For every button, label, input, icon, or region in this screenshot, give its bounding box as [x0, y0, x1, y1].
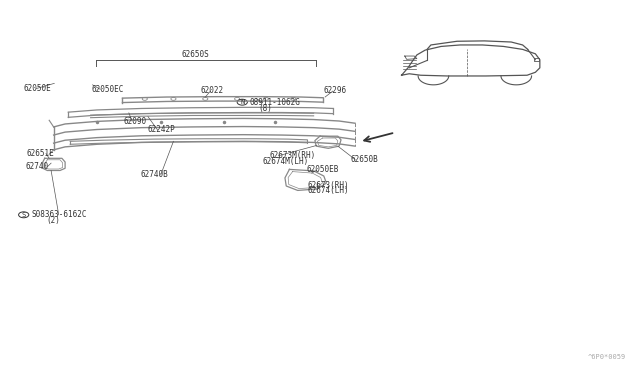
Text: 62050EB: 62050EB: [307, 165, 339, 174]
Text: 62296: 62296: [324, 86, 347, 95]
Text: 62740B: 62740B: [140, 170, 168, 179]
Text: 62674M(LH): 62674M(LH): [262, 157, 309, 166]
Text: 62651E: 62651E: [27, 149, 54, 158]
Text: 62090: 62090: [124, 116, 147, 125]
Text: 62242P: 62242P: [148, 125, 176, 134]
Text: 62050EC: 62050EC: [92, 85, 124, 94]
Text: (2): (2): [46, 216, 60, 225]
Text: S08363-6162C: S08363-6162C: [31, 210, 87, 219]
Text: 62673M(RH): 62673M(RH): [269, 151, 316, 160]
Text: 08911-1062G: 08911-1062G: [250, 98, 301, 107]
Text: 62673(RH): 62673(RH): [307, 181, 349, 190]
Text: 62674(LH): 62674(LH): [307, 186, 349, 195]
Text: N: N: [240, 99, 244, 105]
Text: (8): (8): [259, 104, 273, 113]
Text: 62650S: 62650S: [182, 50, 210, 60]
Text: 62050E: 62050E: [24, 84, 51, 93]
Text: ^6P0*0059: ^6P0*0059: [588, 353, 626, 359]
Text: 62650B: 62650B: [351, 155, 378, 164]
Text: 62740: 62740: [26, 162, 49, 171]
Text: 62022: 62022: [200, 86, 223, 95]
Text: S: S: [22, 212, 26, 218]
